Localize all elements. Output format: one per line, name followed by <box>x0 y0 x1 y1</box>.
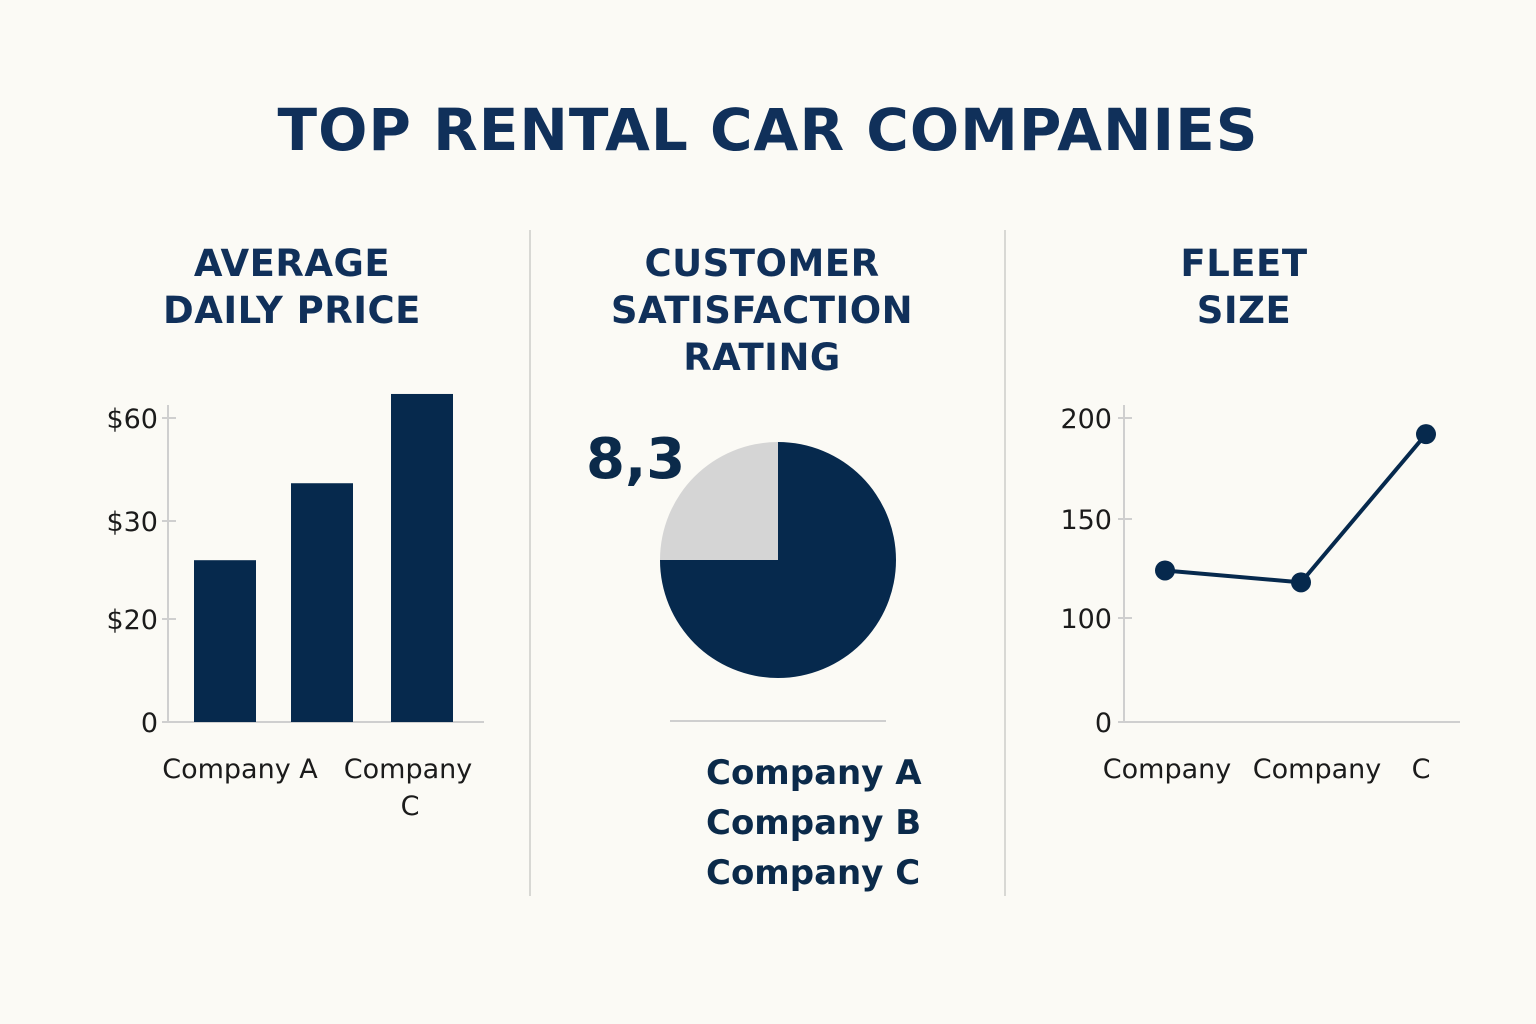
satisfaction-panel-title: CUSTOMER SATISFACTION RATING <box>582 240 942 381</box>
fleet-x-label: Company <box>1103 754 1231 785</box>
page-title: TOP RENTAL CAR COMPANIES <box>277 96 1259 164</box>
fleet-y-tick-label: 200 <box>1060 404 1112 435</box>
price-x-label: C <box>401 791 420 822</box>
price-y-tick-label: 0 <box>141 708 158 739</box>
divider-right <box>1004 230 1006 896</box>
price-y-tick-label: $60 <box>106 404 158 435</box>
legend-item: Company B <box>706 803 922 843</box>
pie-slice <box>660 442 778 560</box>
fleet-data-point <box>1291 572 1311 593</box>
fleet-data-point <box>1416 424 1436 445</box>
price-bar <box>194 560 256 722</box>
fleet-y-tick-label: 100 <box>1060 604 1112 635</box>
fleet-panel-title: FLEET SIZE <box>1104 240 1384 334</box>
fleet-x-label: Company <box>1253 754 1381 785</box>
fleet-x-label: C <box>1412 754 1431 785</box>
price-title-line-2: DAILY PRICE <box>163 289 421 332</box>
pie-legend: Company A Company B Company C <box>706 748 922 898</box>
price-y-tick-label: $30 <box>106 507 158 538</box>
price-x-label: Company <box>344 754 472 785</box>
price-title-line-1: AVERAGE <box>193 242 391 285</box>
price-bar <box>391 393 453 722</box>
satisfaction-title-line-3: RATING <box>683 336 841 379</box>
pie-value-label: 8,3 <box>586 427 685 492</box>
fleet-title-line-2: SIZE <box>1196 289 1292 332</box>
price-bar <box>291 483 353 722</box>
fleet-y-tick-label: 0 <box>1095 708 1112 739</box>
fleet-series-line <box>1164 432 1428 585</box>
satisfaction-title-line-2: SATISFACTION <box>610 289 914 332</box>
price-y-tick-label: $20 <box>106 605 158 636</box>
price-x-label: Company A <box>162 754 318 785</box>
fleet-y-tick-label: 150 <box>1060 505 1112 536</box>
satisfaction-title-line-1: CUSTOMER <box>644 242 880 285</box>
legend-item: Company C <box>706 853 921 893</box>
legend-item: Company A <box>706 753 922 793</box>
fleet-title-line-1: FLEET <box>1180 242 1308 285</box>
divider-left <box>529 230 531 896</box>
price-panel-title: AVERAGE DAILY PRICE <box>122 240 462 334</box>
fleet-data-point <box>1155 560 1175 581</box>
